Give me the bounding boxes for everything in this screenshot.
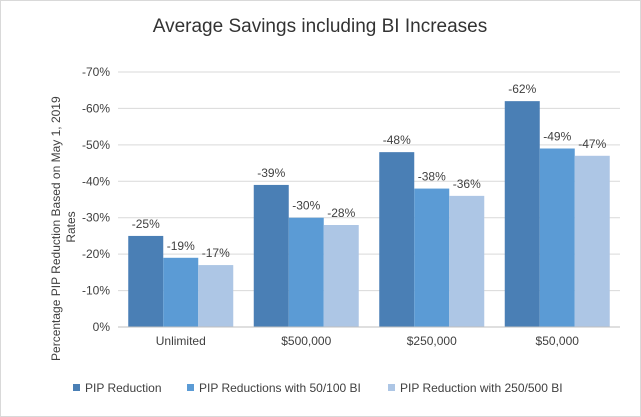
data-label: -49% xyxy=(543,130,571,144)
legend: PIP Reduction PIP Reductions with 50/100 … xyxy=(73,381,563,395)
y-tick-label: -40% xyxy=(82,174,110,188)
y-tick-label: -10% xyxy=(82,284,110,298)
y-tick-label: -20% xyxy=(82,247,110,261)
legend-entry: PIP Reduction xyxy=(85,381,162,395)
bar xyxy=(574,155,610,327)
data-label: -25% xyxy=(132,217,160,231)
data-labels: -25% -19% -17% -39% -30% -28% -48% -38% -36% -62%… xyxy=(132,82,607,260)
y-tick-label: -60% xyxy=(82,101,110,115)
x-tick-label: $50,000 xyxy=(536,334,580,348)
bar xyxy=(253,184,289,327)
x-tick-label: $500,000 xyxy=(281,334,331,348)
x-tick-label: Unlimited xyxy=(156,334,206,348)
legend-swatch xyxy=(187,384,194,391)
bar xyxy=(163,257,199,327)
y-axis-ticks: 0% -10% -20% -30% -40% -50% -60% -70% xyxy=(82,65,110,334)
data-label: -36% xyxy=(453,177,481,191)
data-label: -28% xyxy=(327,206,355,220)
bar xyxy=(323,225,359,327)
chart-title: Average Savings including BI Increases xyxy=(153,16,487,37)
y-tick-label: 0% xyxy=(93,320,111,334)
y-axis-label: Percentage PIP Reduction Based on May 1,… xyxy=(49,93,78,361)
data-label: -30% xyxy=(292,199,320,213)
bars xyxy=(128,101,610,328)
x-axis-ticks: Unlimited $500,000 $250,000 $50,000 xyxy=(156,334,580,348)
bar xyxy=(379,152,415,327)
y-tick-label: -30% xyxy=(82,211,110,225)
legend-entry: PIP Reductions with 50/100 BI xyxy=(199,381,361,395)
bar xyxy=(128,235,164,327)
data-label: -38% xyxy=(418,170,446,184)
legend-swatch xyxy=(73,384,80,391)
bar xyxy=(288,217,324,327)
bar xyxy=(449,195,485,327)
data-label: -62% xyxy=(508,82,536,96)
data-label: -47% xyxy=(578,137,606,151)
x-tick-label: $250,000 xyxy=(407,334,457,348)
data-label: -39% xyxy=(257,166,285,180)
y-axis-label-line-2: Rates xyxy=(64,211,78,242)
y-tick-label: -50% xyxy=(82,138,110,152)
legend-entry: PIP Reduction with 250/500 BI xyxy=(400,381,563,395)
bar xyxy=(414,188,450,327)
bar xyxy=(539,148,575,327)
legend-swatch xyxy=(388,384,395,391)
bar xyxy=(504,101,540,328)
y-axis-label-line-1: Percentage PIP Reduction Based on May 1,… xyxy=(49,96,63,361)
data-label: -19% xyxy=(167,239,195,253)
bar xyxy=(198,265,234,327)
y-tick-label: -70% xyxy=(82,65,110,79)
data-label: -48% xyxy=(383,133,411,147)
data-label: -17% xyxy=(202,246,230,260)
